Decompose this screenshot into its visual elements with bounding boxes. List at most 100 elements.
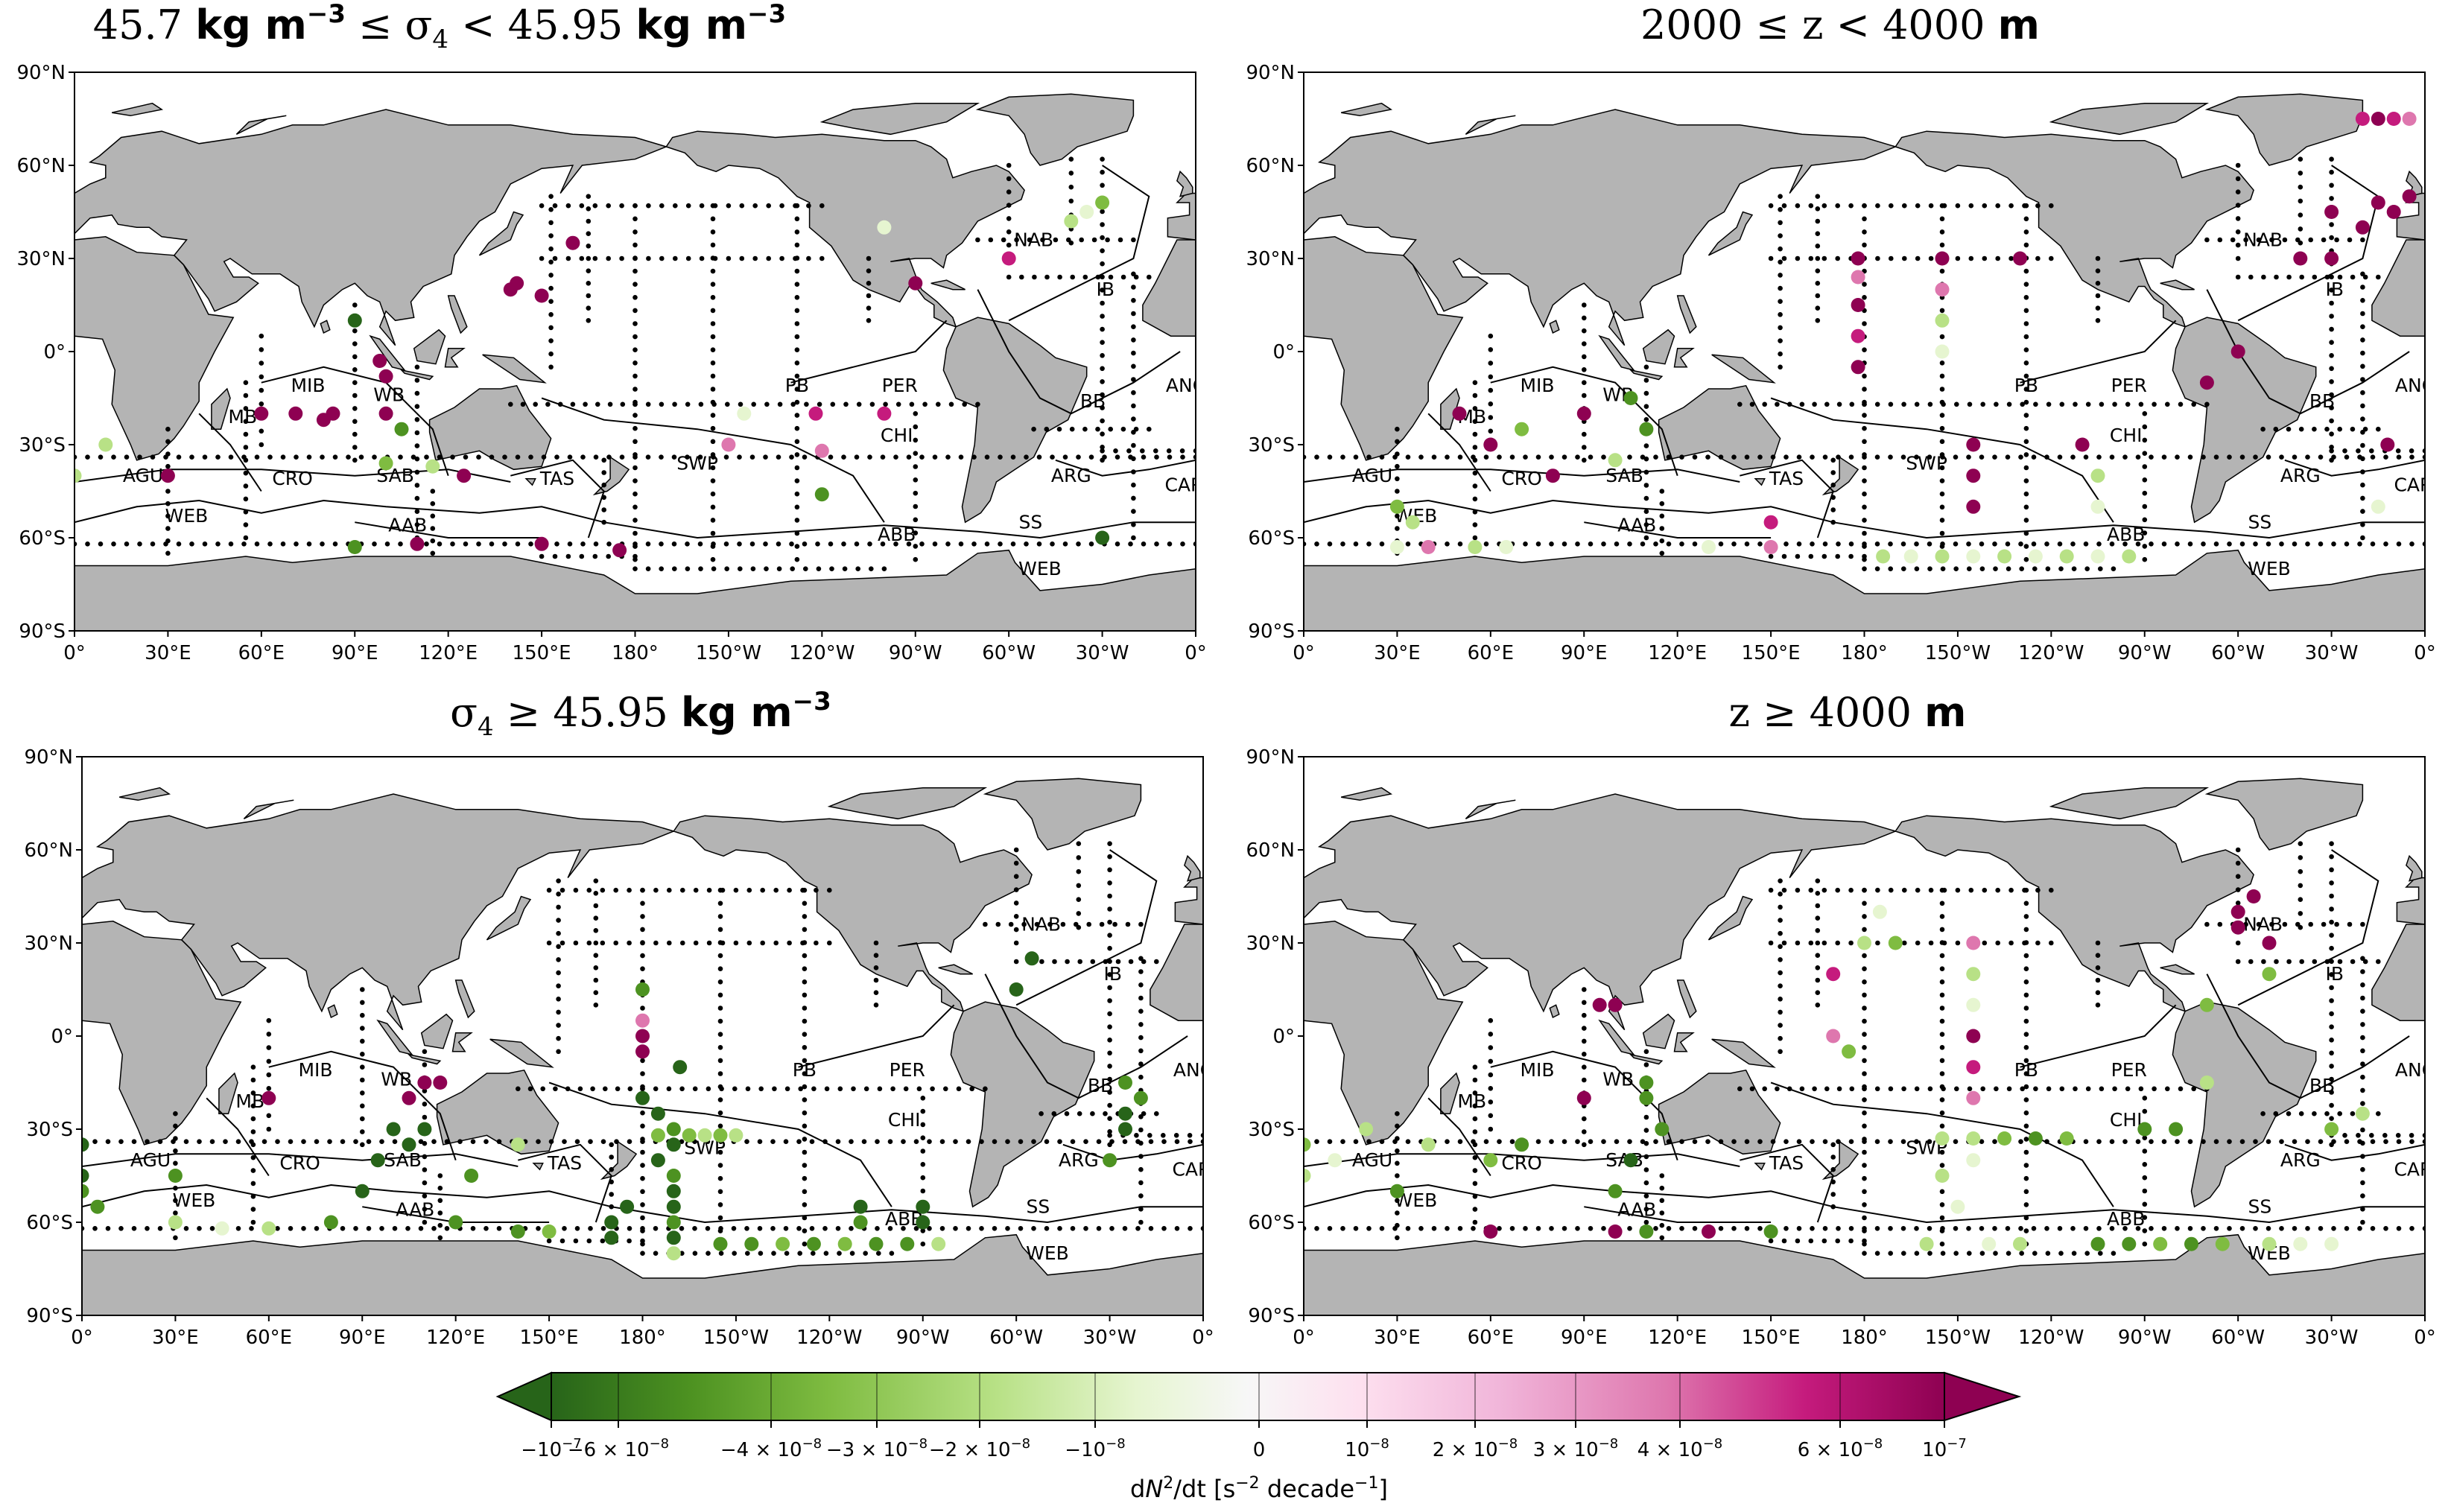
station-dot	[819, 203, 825, 209]
station-dot	[1582, 354, 1587, 360]
station-dot	[849, 1251, 855, 1256]
station-dot	[1815, 928, 1821, 933]
data-point	[1515, 1137, 1529, 1152]
station-dot	[920, 1188, 926, 1194]
station-dot	[606, 553, 611, 559]
station-dot	[640, 1137, 645, 1142]
station-dot	[1955, 887, 1961, 893]
station-dot	[794, 413, 800, 418]
basin-label-web: WEB	[165, 505, 209, 527]
station-dot	[2235, 162, 2241, 168]
station-dot	[2111, 566, 2117, 571]
station-dot	[1808, 255, 1814, 261]
data-point	[2386, 112, 2401, 126]
station-dot	[1095, 274, 1101, 280]
station-dot	[913, 451, 919, 456]
station-dot	[2049, 203, 2054, 209]
station-dot	[1643, 1128, 1649, 1133]
station-dot	[1939, 927, 1945, 933]
station-dot	[301, 1226, 306, 1231]
station-dot	[1815, 206, 1821, 212]
station-dot	[601, 457, 606, 463]
data-point	[1966, 1060, 1981, 1075]
station-dot	[2023, 360, 2029, 366]
station-dot	[1778, 1009, 1783, 1015]
data-point	[1966, 1153, 1981, 1168]
station-dot	[794, 452, 800, 457]
station-dot	[2360, 969, 2365, 974]
data-point	[635, 1013, 650, 1028]
station-dot	[1939, 1202, 1945, 1207]
land-arctic-isl	[2049, 787, 2210, 820]
station-dot	[717, 979, 723, 985]
station-dot	[249, 1226, 254, 1231]
station-dot	[562, 1139, 567, 1144]
station-dot	[2329, 169, 2334, 175]
data-point	[1623, 391, 1638, 405]
station-dot	[887, 1226, 893, 1231]
data-point	[2293, 1236, 2308, 1251]
station-dot	[2360, 1154, 2365, 1159]
station-dot	[2230, 237, 2236, 243]
station-dot	[920, 1096, 926, 1101]
station-dot	[111, 454, 116, 460]
station-dot	[1103, 1111, 1108, 1116]
basin-boundary	[1490, 366, 1678, 477]
station-dot	[470, 1226, 476, 1231]
station-dot	[1601, 541, 1606, 547]
basin-boundary	[541, 397, 885, 523]
station-dot	[2292, 541, 2298, 547]
station-dot	[802, 1110, 808, 1116]
y-tick-label: 30°N	[16, 248, 66, 270]
station-dot	[913, 411, 919, 416]
station-dot	[932, 454, 938, 460]
station-dot	[1968, 887, 1974, 893]
station-dot	[1100, 288, 1105, 293]
station-dot	[1100, 248, 1105, 254]
station-dot	[2023, 1137, 2029, 1142]
station-dot	[1795, 940, 1801, 946]
station-dot	[2360, 1087, 2365, 1093]
station-dot	[2329, 959, 2334, 965]
station-dot	[2360, 324, 2365, 330]
station-dot	[2298, 226, 2303, 232]
station-dot	[802, 1084, 808, 1090]
station-dot	[1107, 1011, 1112, 1017]
basin-boundary	[2206, 289, 2410, 415]
station-dot	[1679, 1139, 1684, 1144]
data-point	[1304, 1137, 1311, 1152]
station-dot	[1795, 203, 1801, 209]
station-dot	[2023, 425, 2029, 431]
station-dot	[1888, 1086, 1894, 1092]
station-dot	[1113, 448, 1118, 454]
station-dot	[546, 1238, 552, 1244]
station-dot	[873, 1003, 879, 1008]
station-dot	[1131, 442, 1136, 448]
station-dot	[640, 1215, 645, 1221]
station-dot	[1939, 1071, 1945, 1076]
station-dot	[2125, 1086, 2131, 1092]
data-point	[2090, 499, 2105, 514]
station-dot	[189, 541, 194, 547]
station-dot	[1778, 892, 1783, 897]
station-dot	[2031, 1226, 2037, 1231]
station-dot	[2099, 401, 2105, 407]
station-dot	[802, 966, 808, 971]
station-dot	[1928, 940, 1934, 946]
station-dot	[1395, 1160, 1400, 1166]
station-dot	[1822, 1226, 1828, 1231]
station-dot	[1980, 1086, 1985, 1092]
station-dot	[927, 1226, 932, 1231]
station-dot	[422, 1114, 428, 1120]
station-dot	[1953, 566, 1959, 571]
station-dot	[2318, 541, 2324, 547]
station-dot	[607, 401, 613, 407]
station-dot	[2023, 1189, 2029, 1195]
station-dot	[1659, 1198, 1665, 1204]
station-dot	[1561, 541, 1567, 547]
station-dot	[1395, 1210, 1400, 1216]
station-dot	[2360, 298, 2365, 303]
station-dot	[794, 399, 800, 405]
y-tick-label: 0°	[43, 341, 66, 363]
data-point	[402, 1090, 416, 1105]
